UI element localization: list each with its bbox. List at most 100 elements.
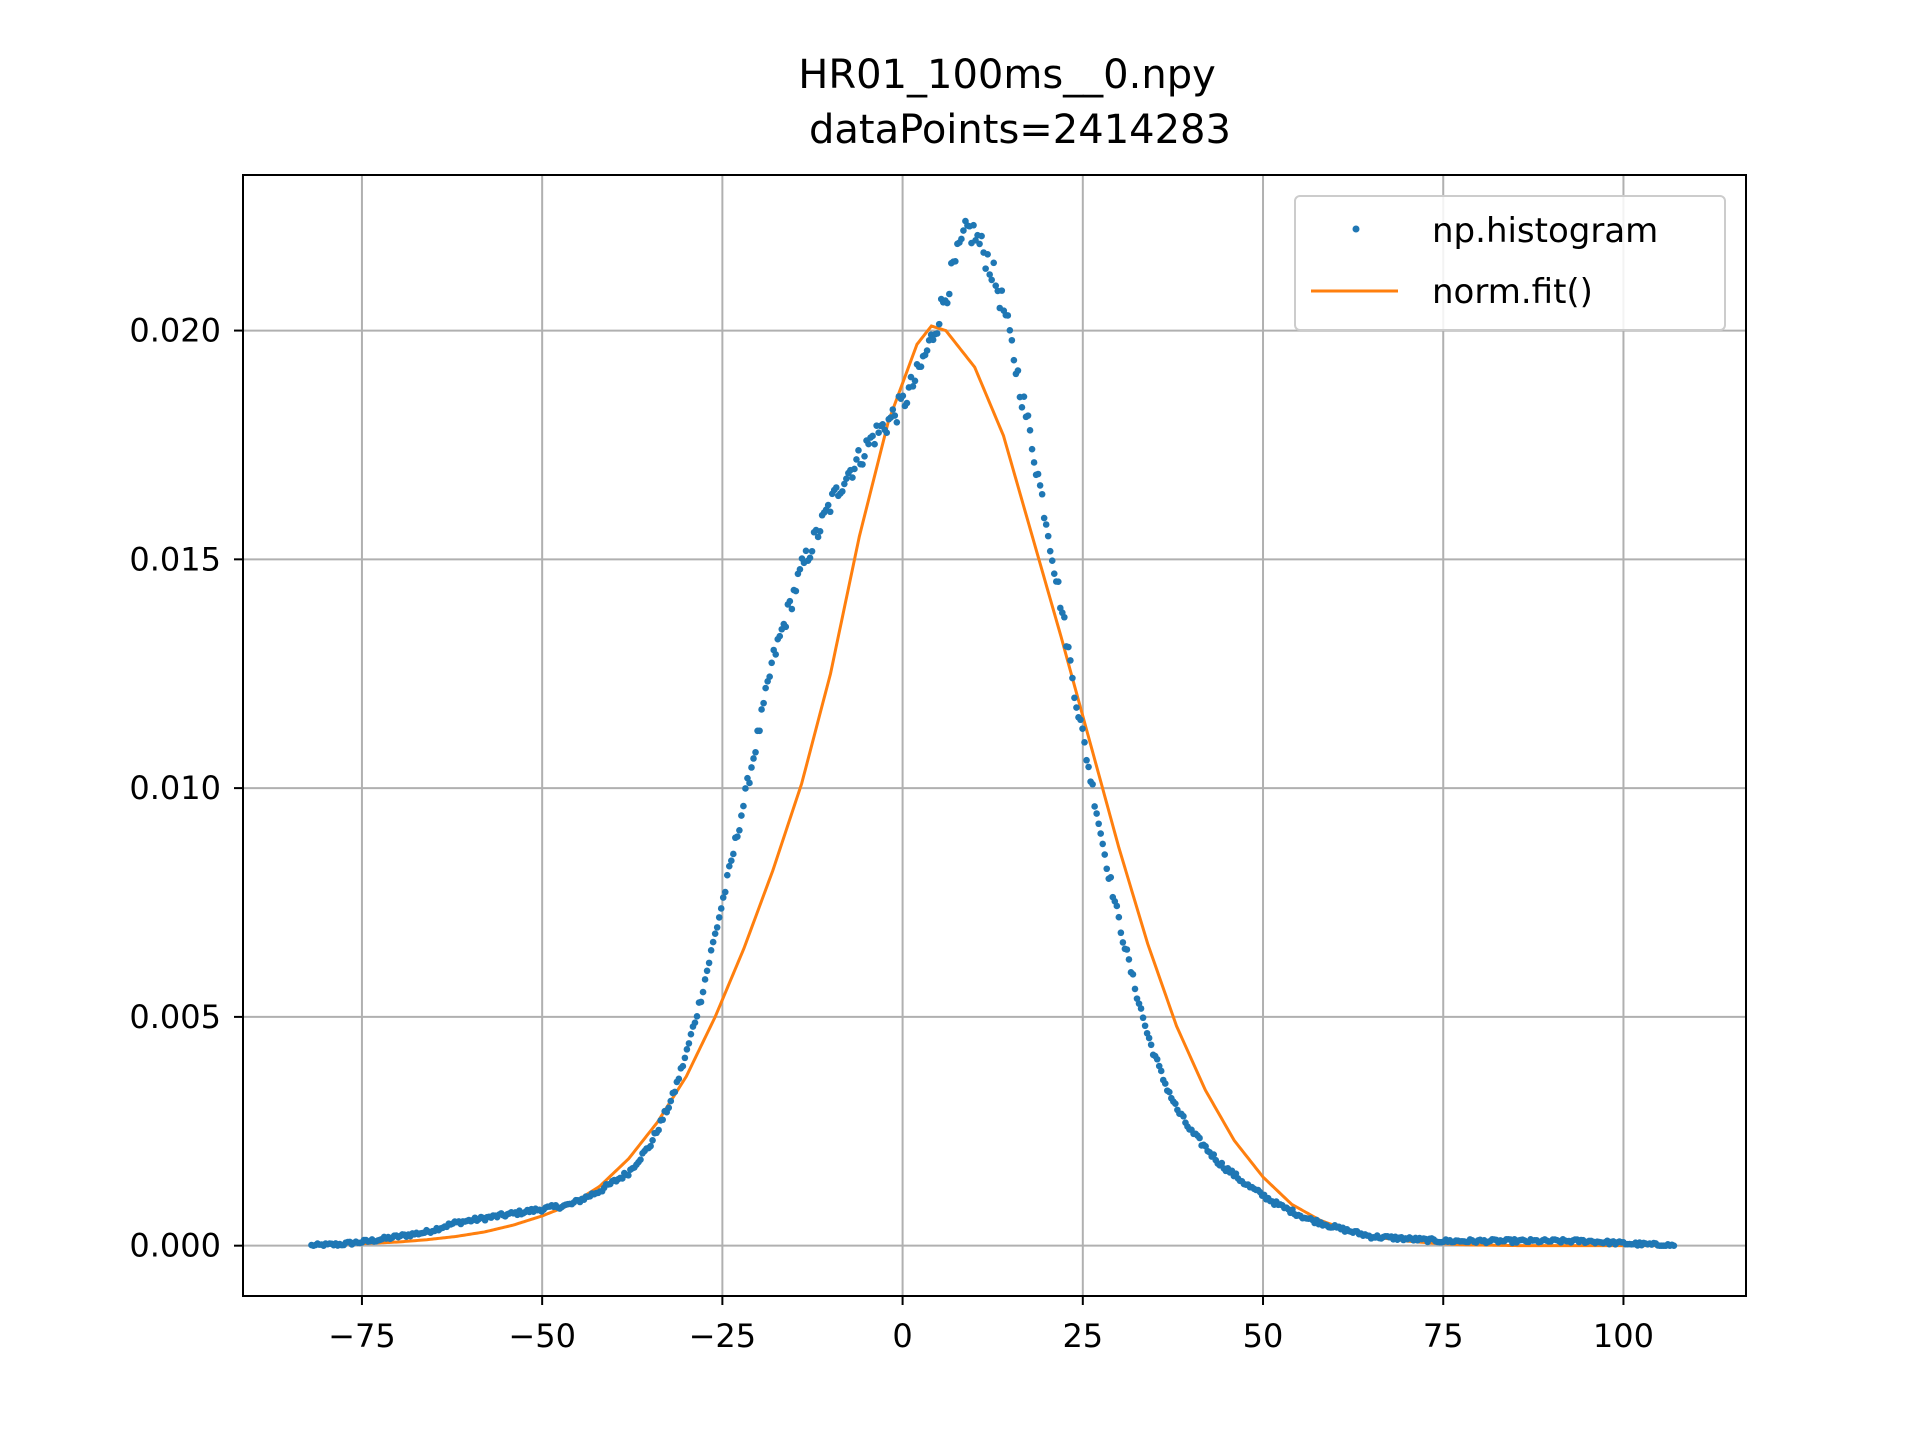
histogram-point <box>1131 985 1139 993</box>
histogram-point <box>903 399 911 407</box>
histogram-point <box>1157 1067 1165 1075</box>
histogram-point <box>861 452 868 460</box>
histogram-point <box>711 930 719 937</box>
histogram-point <box>667 1097 675 1105</box>
histogram-point <box>816 528 824 535</box>
histogram-point <box>671 1088 679 1096</box>
histogram-point <box>721 888 729 896</box>
histogram-point <box>1172 1100 1179 1107</box>
histogram-point <box>1079 725 1086 732</box>
x-tick-label: 25 <box>1062 1317 1103 1355</box>
histogram-point <box>1097 830 1104 837</box>
histogram-point <box>1113 902 1121 910</box>
histogram-point <box>740 802 747 810</box>
histogram-point <box>970 221 977 229</box>
histogram-point <box>808 547 816 555</box>
histogram-point <box>1133 995 1141 1002</box>
histogram-point <box>1008 336 1016 344</box>
histogram-point <box>723 871 731 879</box>
histogram-point <box>1115 913 1123 921</box>
histogram-point <box>792 587 800 595</box>
histogram-point <box>1030 459 1038 466</box>
histogram-point <box>891 412 899 419</box>
histogram-point <box>1081 739 1088 746</box>
histogram-point <box>1036 482 1044 489</box>
histogram-point <box>1028 445 1036 453</box>
histogram-point <box>1085 763 1092 771</box>
histogram-point <box>1071 694 1078 702</box>
legend-marker-histogram <box>1352 225 1360 233</box>
histogram-point <box>976 240 983 248</box>
histogram-point <box>826 508 834 516</box>
legend: np.histogram norm.fit() <box>1294 195 1726 331</box>
histogram-point <box>1040 514 1048 522</box>
histogram-point <box>824 501 832 509</box>
histogram-point <box>1083 756 1090 764</box>
plot-frame <box>242 174 1747 1297</box>
histogram-point <box>719 894 727 901</box>
histogram-point <box>725 862 733 870</box>
histogram-point <box>665 1104 673 1112</box>
histogram-point <box>1137 1005 1145 1012</box>
x-tick-label: 100 <box>1593 1317 1654 1355</box>
histogram-point <box>952 258 959 265</box>
histogram-point <box>1101 851 1109 858</box>
x-tick-label: 50 <box>1243 1317 1284 1355</box>
legend-label-norm-fit: norm.fit() <box>1432 272 1593 312</box>
histogram-point <box>687 1030 695 1038</box>
histogram-point <box>1048 557 1056 565</box>
histogram-point <box>832 484 840 491</box>
histogram-point <box>738 812 745 819</box>
histogram-point <box>990 259 998 267</box>
histogram-point <box>1042 521 1050 528</box>
histogram-point <box>889 406 897 413</box>
histogram-point <box>1004 312 1012 319</box>
histogram-point <box>1670 1242 1678 1249</box>
histogram-point <box>701 976 709 983</box>
histogram-point <box>935 320 943 328</box>
histogram-point <box>707 946 715 954</box>
histogram-point <box>1218 1159 1226 1167</box>
histogram-point <box>859 461 866 468</box>
histogram-point <box>1006 327 1014 334</box>
histogram-point <box>713 924 721 931</box>
histogram-point <box>1065 643 1072 651</box>
histogram-point <box>709 938 717 946</box>
histogram-point <box>1018 404 1026 411</box>
histogram-point <box>1034 470 1042 478</box>
histogram-point <box>893 418 901 426</box>
histogram-point <box>691 1019 699 1026</box>
histogram-point <box>746 779 753 787</box>
histogram-point <box>734 833 741 840</box>
histogram-point <box>843 475 850 483</box>
histogram-point <box>697 998 705 1006</box>
histogram-point <box>752 748 759 756</box>
histogram-point <box>929 336 937 344</box>
histogram-point <box>750 755 757 762</box>
histogram-point <box>943 299 951 307</box>
histogram-point <box>806 554 814 562</box>
histogram-point <box>849 474 856 481</box>
y-tick-label: 0.010 <box>129 769 221 807</box>
histogram-point <box>1067 657 1074 664</box>
histogram-point <box>841 480 848 488</box>
histogram-point <box>1166 1088 1173 1096</box>
histogram-point <box>728 857 735 865</box>
histogram-point <box>1161 1080 1169 1087</box>
chart-subtitle: dataPoints=2414283 <box>809 107 1231 153</box>
histogram-point <box>776 632 784 640</box>
axis-ticks: −75 −50 −25 0 25 50 75 100 0.000 0.005 0.010 0.015 0… <box>129 312 1654 1355</box>
histogram-point <box>699 988 707 996</box>
histogram-point <box>703 967 711 975</box>
histogram-point <box>772 651 780 658</box>
y-tick-label: 0.000 <box>129 1227 221 1265</box>
histogram-point <box>760 699 767 707</box>
histogram-point <box>756 727 763 735</box>
histogram-point <box>1026 427 1034 434</box>
histogram-point <box>758 706 765 713</box>
histogram-point <box>768 659 775 667</box>
histogram-point <box>855 447 862 454</box>
grid-lines <box>243 175 1746 1296</box>
histogram-point <box>917 363 925 370</box>
histogram-point <box>1014 367 1022 374</box>
